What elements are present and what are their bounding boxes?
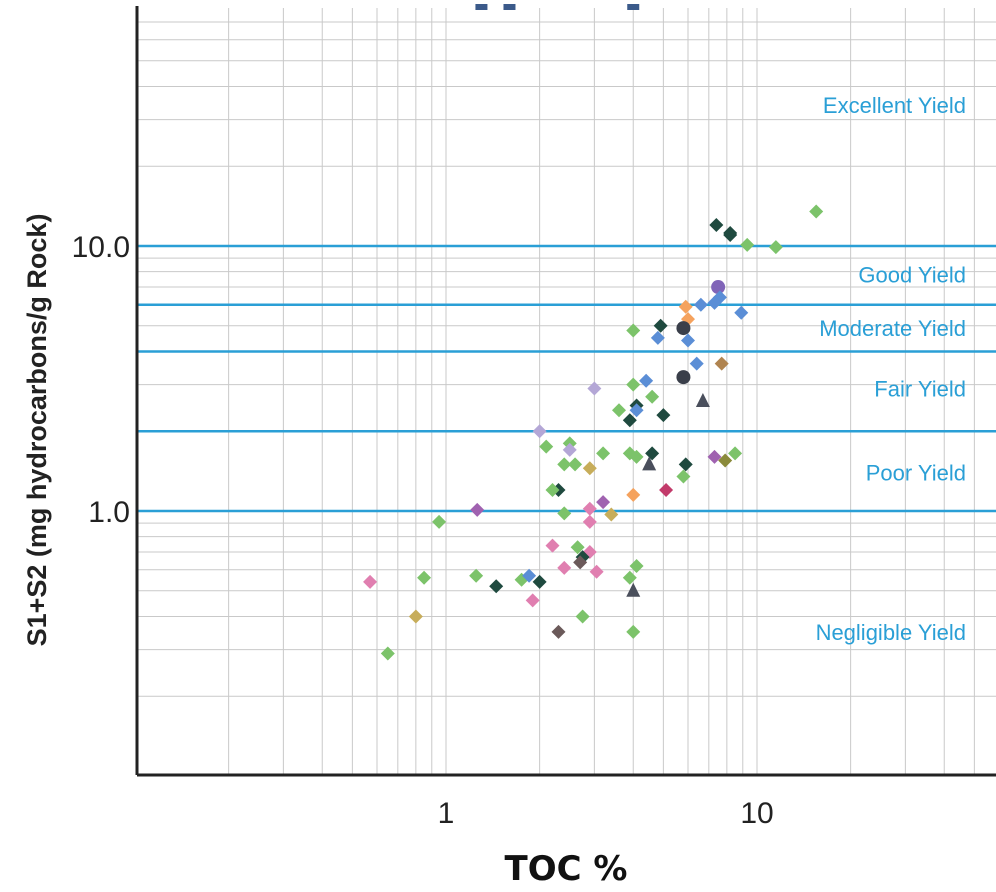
zone-label: Fair Yield: [874, 376, 966, 401]
data-point: [629, 559, 644, 574]
axes: [135, 6, 996, 777]
data-point: [639, 373, 654, 388]
data-point: [582, 514, 597, 529]
data-point: [596, 495, 611, 510]
data-points: [363, 4, 824, 661]
data-point: [693, 297, 708, 312]
data-point: [728, 446, 743, 461]
data-point: [676, 469, 691, 484]
data-point: [408, 609, 423, 624]
data-point: [626, 582, 641, 597]
data-point: [417, 570, 432, 585]
tick-labels: 1 10 1.0 10.0: [72, 231, 774, 830]
data-point: [676, 370, 691, 385]
data-point: [734, 305, 749, 320]
data-point: [570, 540, 585, 555]
data-point: [642, 456, 657, 471]
data-point: [582, 501, 597, 516]
data-point: [629, 449, 644, 464]
data-point: [557, 560, 572, 575]
data-point: [645, 446, 660, 461]
data-point: [711, 280, 726, 295]
data-point: [545, 483, 560, 498]
data-point: [575, 609, 590, 624]
data-point: [522, 568, 537, 583]
x-tick-label: 10: [740, 797, 773, 830]
data-point: [626, 624, 641, 639]
data-point: [489, 579, 504, 594]
data-point: [678, 457, 693, 472]
data-point: [432, 514, 447, 529]
data-point: [582, 461, 597, 476]
data-point: [714, 356, 729, 371]
data-point: [689, 356, 704, 371]
data-point: [562, 442, 577, 457]
y-tick-label: 10.0: [72, 231, 130, 264]
data-point: [532, 424, 547, 439]
data-point: [627, 4, 640, 10]
data-point: [557, 457, 572, 472]
data-point: [532, 574, 547, 589]
data-point: [568, 457, 583, 472]
data-point: [587, 381, 602, 396]
zone-label: Good Yield: [858, 263, 966, 288]
data-point: [656, 408, 671, 423]
data-point: [645, 389, 660, 404]
data-point: [626, 487, 641, 502]
data-point: [470, 502, 485, 517]
data-point: [707, 449, 722, 464]
data-point: [695, 393, 710, 408]
data-point: [678, 299, 693, 314]
data-point: [768, 240, 783, 255]
data-point: [723, 225, 738, 240]
data-point: [363, 574, 378, 589]
data-point: [629, 403, 644, 418]
data-point: [380, 646, 395, 661]
data-point: [551, 624, 566, 639]
data-point: [469, 568, 484, 583]
data-point: [525, 593, 540, 608]
zone-label-excellent: Excellent Yield: [823, 93, 966, 118]
x-tick-label: 1: [438, 797, 455, 830]
grid: [137, 8, 996, 775]
data-point: [503, 4, 516, 10]
data-point: [809, 204, 824, 219]
data-point: [650, 330, 665, 345]
data-point: [596, 446, 611, 461]
zone-label: Poor Yield: [866, 460, 966, 485]
data-point: [707, 295, 722, 310]
data-point: [612, 403, 627, 418]
data-point: [545, 538, 560, 553]
zone-labels: Good Yield Moderate Yield Fair Yield Poor Y…: [816, 93, 966, 645]
data-point: [681, 333, 696, 348]
data-point: [589, 564, 604, 579]
data-point: [659, 483, 674, 498]
y-tick-label: 1.0: [88, 496, 130, 529]
data-point: [604, 507, 619, 522]
x-axis-title: TOC %: [505, 849, 628, 889]
zone-label: Moderate Yield: [819, 316, 966, 341]
data-point: [557, 506, 572, 521]
data-point: [709, 218, 724, 233]
data-point: [475, 4, 488, 10]
data-point: [622, 413, 637, 428]
data-point: [676, 321, 691, 336]
data-point: [653, 318, 668, 333]
data-point: [718, 453, 733, 468]
data-point: [740, 237, 755, 252]
y-axis-title: S1+S2 (mg hydrocarbons/g Rock): [22, 214, 52, 647]
data-point: [573, 555, 588, 570]
data-point: [626, 323, 641, 338]
data-point: [626, 377, 641, 392]
data-point: [622, 570, 637, 585]
data-point: [539, 439, 554, 454]
zone-label: Negligible Yield: [816, 620, 966, 645]
